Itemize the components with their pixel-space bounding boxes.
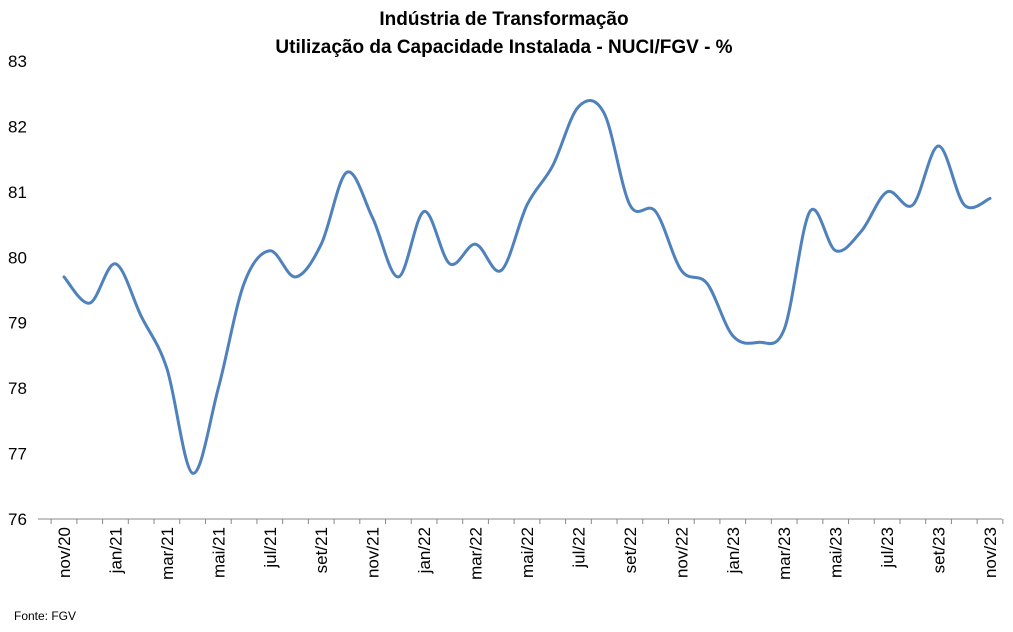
series-line (62, 99, 992, 475)
x-axis-tick-labels: nov/20 jan/21 mar/21 mai/21 jul/21 set/21 nov/… (55, 527, 1000, 580)
y-axis-tick-labels: 76 77 78 79 80 81 82 83 (8, 52, 27, 529)
y-tick-label: 80 (8, 248, 27, 267)
x-tick-label: jul/21 (261, 527, 280, 569)
x-tick-label: jul/23 (878, 527, 897, 569)
x-tick-label: mar/21 (158, 527, 177, 580)
y-tick-label: 83 (8, 52, 27, 71)
x-tick-label: nov/21 (364, 527, 383, 578)
x-axis-tick-marks (50, 519, 1004, 524)
x-tick-label: nov/23 (981, 527, 1000, 578)
y-tick-label: 79 (8, 314, 27, 333)
chart-subtitle: Utilização da Capacidade Instalada - NUC… (275, 37, 732, 58)
x-tick-label: jan/23 (724, 527, 743, 574)
x-tick-label: jan/22 (415, 527, 434, 574)
x-tick-label: nov/20 (55, 527, 74, 578)
chart-title: Indústria de Transformação (379, 9, 628, 30)
y-tick-label: 81 (8, 183, 27, 202)
x-tick-label: set/21 (312, 527, 331, 573)
x-tick-label: nov/22 (672, 527, 691, 578)
x-tick-label: jul/22 (569, 527, 588, 569)
x-tick-label: mai/23 (827, 527, 846, 578)
y-tick-label: 82 (8, 117, 27, 136)
source-note: Fonte: FGV (14, 609, 76, 623)
y-tick-label: 76 (8, 510, 27, 529)
x-tick-label: mar/23 (775, 527, 794, 580)
y-tick-label: 78 (8, 379, 27, 398)
x-tick-label: jan/21 (106, 527, 125, 574)
x-tick-label: set/23 (930, 527, 949, 573)
y-tick-label: 77 (8, 445, 27, 464)
x-tick-label: mai/21 (209, 527, 228, 578)
x-tick-label: mai/22 (518, 527, 537, 578)
series-points (63, 105, 992, 474)
x-tick-label: mar/22 (467, 527, 486, 580)
x-tick-label: set/22 (621, 527, 640, 573)
